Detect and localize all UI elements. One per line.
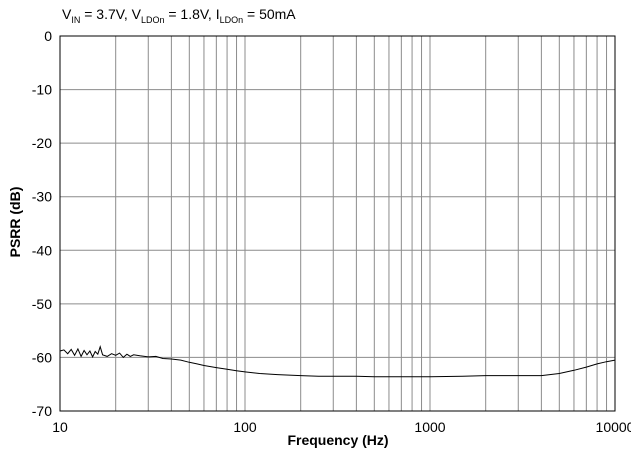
- y-tick-label: -40: [32, 242, 52, 258]
- series-line-psrr: [59, 345, 616, 378]
- chart-grid: [60, 36, 615, 411]
- y-axis-title: PSRR (dB): [7, 187, 23, 258]
- y-tick-label: 0: [44, 28, 52, 44]
- x-tick-label: 10000: [596, 419, 631, 435]
- y-tick-label: -10: [32, 82, 52, 98]
- chart-title: VIN = 3.7V, VLDOn = 1.8V, ILDOn = 50mA: [62, 6, 296, 25]
- plot-frame: [59, 35, 616, 412]
- y-tick-label: -20: [32, 135, 52, 151]
- x-axis-title: Frequency (Hz): [287, 432, 388, 448]
- y-tick-label: -30: [32, 189, 52, 205]
- x-tick-label: 100: [233, 419, 257, 435]
- y-tick-label: -50: [32, 296, 52, 312]
- y-tick-label: -60: [32, 349, 52, 365]
- x-tick-label: 1000: [414, 419, 445, 435]
- y-tick-label: -70: [32, 403, 52, 419]
- x-tick-label: 10: [52, 419, 68, 435]
